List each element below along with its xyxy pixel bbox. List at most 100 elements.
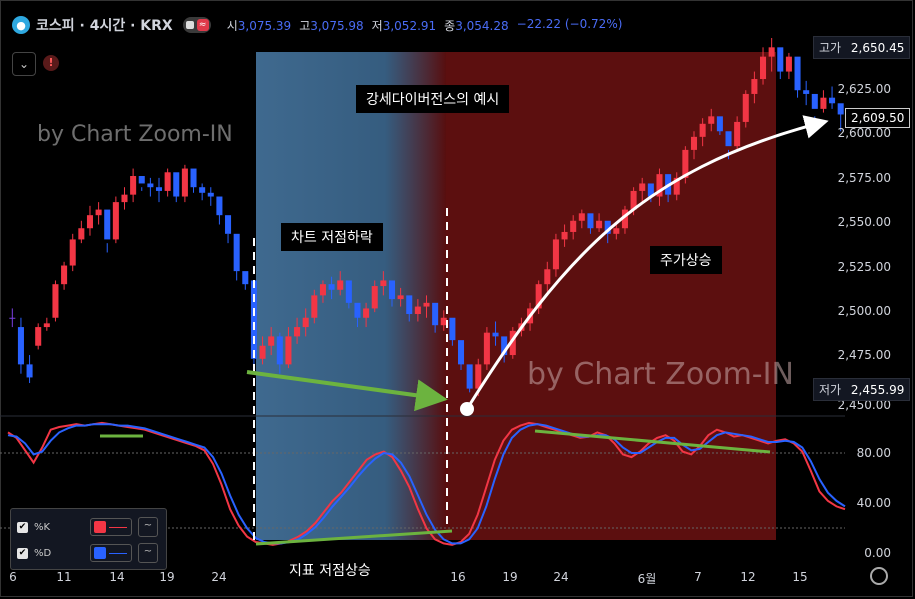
candle-body: [690, 136, 698, 150]
candle-body: [829, 97, 836, 104]
candle-body: [328, 284, 335, 290]
candle-group: [9, 38, 844, 397]
overbought-green-line-right: [534, 429, 771, 454]
x-tick: 12: [740, 570, 756, 584]
low-label: 저: [371, 18, 383, 33]
candle-body: [147, 183, 154, 188]
candle-body: [673, 177, 680, 195]
start-dot: [460, 402, 474, 416]
price-lower-low-label: 차트 저점하락: [281, 223, 383, 251]
candle-body: [440, 317, 447, 326]
annotation-overlays: [100, 115, 829, 546]
candle-body: [345, 280, 352, 303]
candle-body: [561, 231, 568, 240]
indicator-higher-low-label: 지표 저점상승: [279, 556, 381, 584]
low-value: 3,052.91: [382, 18, 437, 33]
candle-body: [492, 332, 499, 337]
chart-header: ● 코스피 · 4시간 · KRX ≈ 시3,075.39 고3,075.98 …: [12, 14, 622, 36]
candle-body: [613, 228, 620, 234]
price-lower-low-arrow: [246, 370, 448, 412]
current-price-tag: 2,609.50: [845, 108, 911, 128]
checkbox-k[interactable]: ✔: [17, 521, 28, 533]
alert-icon[interactable]: !: [40, 52, 62, 74]
legend-label-d: %D: [34, 547, 52, 559]
line-style-icon[interactable]: ~: [138, 517, 158, 537]
toggle-icon[interactable]: ≈: [182, 17, 211, 33]
candle-body: [86, 215, 93, 229]
indicator-legend: ✔ %K ~ ✔ %D ~: [10, 508, 167, 570]
candle-body: [319, 284, 326, 296]
legend-row-k[interactable]: ✔ %K ~: [17, 517, 158, 537]
legend-label-k: %K: [34, 521, 51, 533]
candle-body: [682, 149, 689, 178]
color-swatch-d[interactable]: [90, 544, 132, 562]
candle-body: [544, 269, 551, 285]
candle-body: [311, 295, 318, 318]
ohlc-values: 시3,075.39 고3,075.98 저3,052.91 종3,054.28 …: [227, 17, 623, 34]
candle-body: [181, 168, 188, 197]
osc-tick: 0.00: [864, 546, 891, 560]
candle-body: [414, 306, 421, 315]
candle-body: [760, 56, 767, 80]
x-tick: 11: [56, 570, 72, 584]
candle-body: [535, 284, 542, 309]
change-value: −22.22 (−0.72%): [516, 16, 623, 31]
price-tick: 2,575.00: [837, 171, 891, 185]
candle-body: [820, 97, 827, 109]
gear-icon[interactable]: [870, 567, 888, 585]
candle-body: [397, 295, 404, 300]
divergence-title-label: 강세다이버전스의 예시: [356, 85, 510, 113]
low-tag: 저가 2,455.99: [813, 378, 911, 401]
candle-body: [639, 183, 646, 191]
price-tick: 2,525.00: [837, 260, 891, 274]
candle-body: [423, 302, 430, 307]
price-tick: 2,550.00: [837, 215, 891, 229]
indicator-higher-low-line: [255, 529, 453, 546]
candle-body: [155, 187, 163, 191]
oscillator-group: [7, 421, 846, 546]
candle-body: [294, 327, 301, 337]
checkbox-d[interactable]: ✔: [17, 547, 28, 559]
candle-body: [647, 183, 654, 197]
candle-body: [716, 116, 723, 132]
candle-body: [276, 336, 283, 365]
x-tick: 6: [9, 570, 17, 584]
chevron-down-icon[interactable]: ⌄: [12, 52, 36, 76]
x-tick: 7: [694, 570, 702, 584]
candle-body: [803, 90, 810, 94]
price-tick: 2,600.00: [837, 126, 891, 140]
x-tick: 15: [792, 570, 808, 584]
candle-body: [475, 364, 482, 389]
candle-body: [26, 364, 33, 378]
candle-body: [121, 194, 128, 203]
watermark-bottom: by Chart Zoom-IN: [527, 357, 794, 392]
candle-body: [406, 295, 413, 315]
kospi-logo-icon: ●: [12, 16, 30, 34]
candle-body: [363, 308, 370, 318]
candle-body: [837, 103, 844, 115]
x-tick: 16: [450, 570, 466, 584]
candle-body: [509, 330, 516, 356]
candle-body: [52, 284, 59, 318]
low-tag-label: 저가: [819, 383, 842, 397]
d-line: [7, 423, 846, 545]
price-tick: 2,450.00: [837, 398, 891, 412]
color-swatch-k[interactable]: [90, 518, 132, 536]
candle-body: [621, 209, 628, 229]
candle-body: [483, 332, 490, 365]
candle-body: [17, 327, 24, 365]
line-style-icon[interactable]: ~: [138, 543, 158, 563]
legend-row-d[interactable]: ✔ %D ~: [17, 543, 158, 563]
candle-body: [9, 317, 16, 319]
highlight-zones: [256, 52, 776, 540]
candle-body: [604, 220, 611, 234]
high-tag: 고가 2,650.45: [813, 36, 911, 59]
candle-body: [725, 131, 732, 147]
candle-body: [69, 239, 76, 266]
symbol-title[interactable]: 코스피 · 4시간 · KRX: [36, 18, 173, 34]
candle-body: [104, 209, 111, 240]
open-value: 3,075.39: [237, 18, 292, 33]
candle-body: [207, 192, 214, 197]
